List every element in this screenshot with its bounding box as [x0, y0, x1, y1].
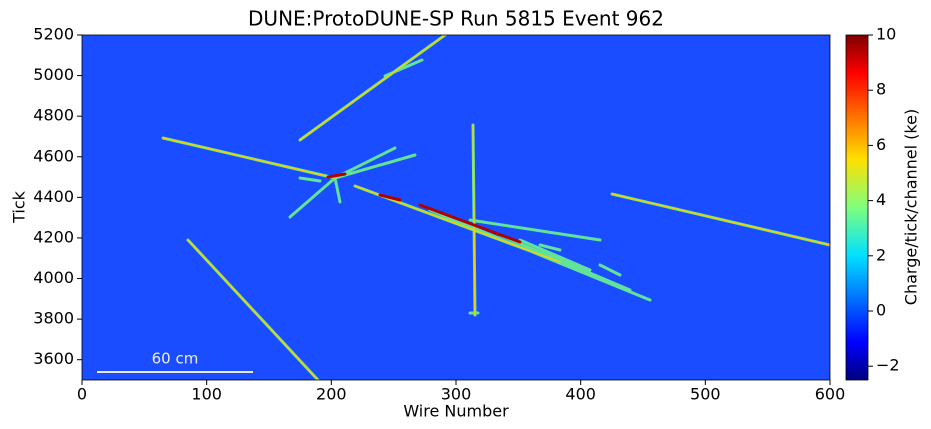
x-tick-label: 200	[316, 385, 347, 404]
y-tick-label: 4800	[33, 106, 74, 125]
colorbar-tick-label: −2	[876, 356, 900, 375]
colorbar-tick-label: 6	[876, 135, 886, 154]
plot-background	[82, 35, 830, 380]
x-tick-label: 300	[441, 385, 472, 404]
colorbar-tick-label: 10	[876, 25, 896, 44]
chart-title: DUNE:ProtoDUNE-SP Run 5815 Event 962	[248, 7, 664, 31]
colorbar-tick-label: 2	[876, 245, 886, 264]
colorbar	[845, 34, 869, 381]
x-axis-label: Wire Number	[403, 402, 509, 421]
y-tick-label: 4400	[33, 187, 74, 206]
x-tick-label: 100	[191, 385, 222, 404]
y-tick-label: 4000	[33, 268, 74, 287]
colorbar-tick-label: 8	[876, 80, 886, 99]
y-tick-label: 5200	[33, 25, 74, 44]
y-axis-label: Tick	[10, 190, 29, 224]
x-tick-label: 500	[690, 385, 721, 404]
y-tick-label: 4200	[33, 227, 74, 246]
x-tick-label: 400	[565, 385, 596, 404]
y-tick-label: 4600	[33, 146, 74, 165]
colorbar-tick-label: 0	[876, 301, 886, 320]
colorbar-label: Charge/tick/channel (ke)	[902, 109, 921, 305]
x-tick-label: 0	[77, 385, 87, 404]
y-tick-label: 3600	[33, 349, 74, 368]
x-tick-label: 600	[815, 385, 846, 404]
tracks	[161, 35, 830, 380]
y-tick-label: 3800	[33, 309, 74, 328]
colorbar-tick-label: 4	[876, 190, 886, 209]
y-tick-label: 5000	[33, 65, 74, 84]
scale-label: 60 cm	[152, 350, 199, 368]
